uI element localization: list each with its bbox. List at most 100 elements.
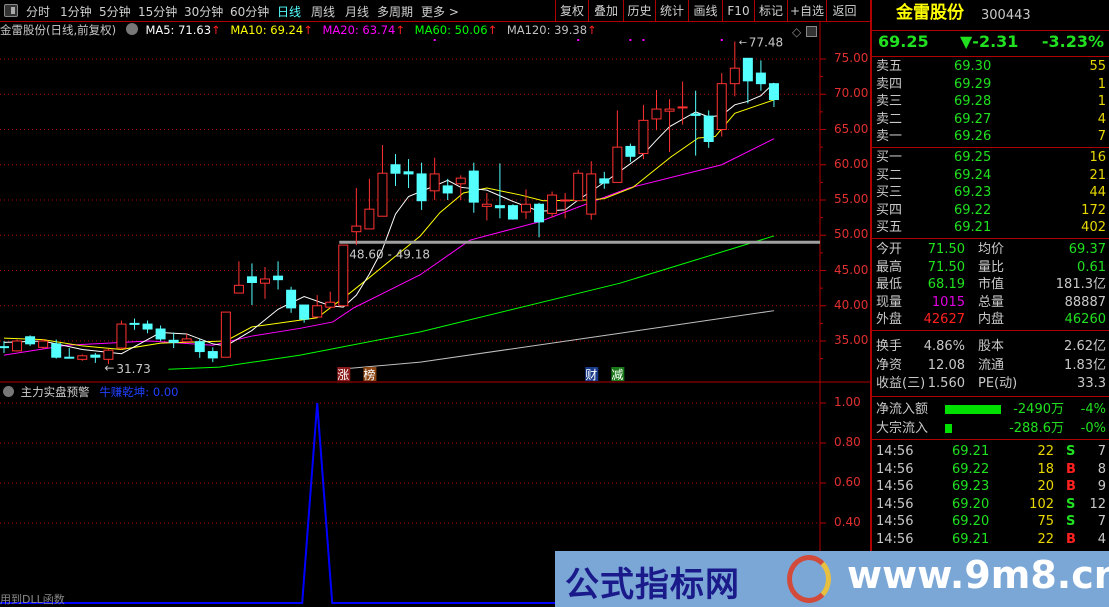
toolbar-button-8[interactable]: 返回 — [826, 0, 862, 22]
bid-row: 买三 69.23 44 — [876, 184, 1106, 202]
flow-value: -288.6万 — [1009, 421, 1064, 436]
period-tab[interactable]: 日线 — [277, 5, 302, 19]
period-tab[interactable]: 周线 — [311, 5, 336, 19]
level-volume: 55 — [1089, 59, 1106, 74]
level-price: 69.25 — [954, 150, 992, 165]
candle-body — [403, 171, 414, 175]
level-label: 买五 — [876, 220, 903, 236]
tick-volume: 75 — [1037, 514, 1054, 530]
candle — [51, 339, 62, 359]
dropdown-icon[interactable] — [125, 23, 138, 35]
candle — [207, 347, 218, 363]
stat-value: 12.08 — [927, 357, 965, 373]
stat-label: 均价 — [978, 242, 1005, 257]
candle — [612, 110, 623, 183]
period-tab[interactable]: 30分钟 — [184, 5, 224, 19]
stat-label: 市值 — [978, 277, 1005, 293]
toolbar-button-4[interactable]: 画线 — [688, 0, 722, 22]
candle-body — [521, 203, 531, 213]
candle-body — [129, 322, 140, 325]
period-tab[interactable]: 60分钟 — [230, 5, 270, 19]
candle — [260, 266, 270, 299]
period-tab[interactable]: 多周期 — [377, 5, 414, 19]
candle — [142, 320, 153, 334]
candle — [703, 110, 714, 148]
tick-row: 14:56 69.20 75 S 7 — [876, 513, 1106, 531]
draw-mode-icon[interactable]: ◇ — [792, 25, 802, 39]
indicator-name: 主力实盘预警 — [20, 385, 90, 399]
tick-price: 69.20 — [952, 496, 990, 512]
panel-toggle-icon[interactable] — [806, 26, 817, 37]
kline-chart[interactable]: ← 77.48← 31.7348.60 - 49.18涨榜财减 — [0, 0, 870, 607]
stat-value: 1.83亿 — [1064, 357, 1106, 373]
high-price-label: 77.48 — [749, 36, 783, 50]
candle-body — [599, 178, 610, 184]
stock-name: 金雷股份 — [896, 3, 964, 23]
flow-pct: -0% — [1080, 421, 1106, 436]
tick-price: 69.21 — [952, 444, 990, 459]
period-tab[interactable]: 月线 — [345, 5, 370, 19]
candle — [521, 189, 531, 220]
toolbar-button-5[interactable]: F10 — [722, 0, 754, 22]
candle-body — [325, 301, 336, 308]
stat-value: 0.61 — [1077, 259, 1106, 275]
indicator-dropdown-icon[interactable] — [3, 386, 14, 397]
stat-label: PE(动) — [978, 376, 1018, 391]
candle — [664, 99, 675, 153]
ma120-value: MA120: 39.38↑ — [506, 23, 597, 37]
tick-side: S — [1066, 444, 1076, 459]
candle — [599, 171, 610, 189]
candle-body — [51, 343, 62, 358]
tick-time: 14:56 — [876, 479, 914, 495]
y-tick-label: 75.00 — [834, 51, 869, 65]
toolbar-button-2[interactable]: 历史 — [623, 0, 655, 22]
candle-body — [573, 172, 584, 202]
y-tick-label: 55.00 — [834, 192, 869, 206]
toolbar-button-1[interactable]: 叠加 — [588, 0, 623, 22]
tick-time: 14:56 — [876, 496, 914, 512]
ma10-value: MA10: 69.24↑ — [230, 23, 313, 37]
tick-count: 7 — [1097, 514, 1106, 530]
candle — [586, 161, 597, 220]
stat-value: 46260 — [1064, 312, 1106, 328]
bid-row: 买四 69.22 172 — [876, 202, 1106, 220]
tick-side: S — [1066, 496, 1076, 512]
candle-body — [429, 173, 440, 192]
candle — [325, 291, 336, 309]
candle-body — [12, 340, 23, 352]
stat-value: 1.560 — [927, 376, 965, 391]
level-volume: 4 — [1097, 111, 1106, 127]
toolbar-button-7[interactable]: +自选 — [787, 0, 826, 22]
toolbar-button-3[interactable]: 统计 — [655, 0, 688, 22]
stat-value: 33.3 — [1077, 376, 1106, 391]
candle — [220, 311, 231, 358]
level-price: 69.26 — [954, 129, 992, 145]
toolbar-button-6[interactable]: 标记 — [754, 0, 787, 22]
candle — [273, 261, 284, 290]
period-tab[interactable]: 15分钟 — [138, 5, 178, 19]
toolbar-button-0[interactable]: 复权 — [555, 0, 588, 22]
candle-body — [755, 72, 766, 85]
period-tab[interactable]: 5分钟 — [99, 5, 131, 19]
flow-bar — [945, 405, 1001, 414]
candle-body — [677, 106, 688, 109]
candle — [25, 335, 36, 346]
tick-price: 69.20 — [952, 514, 990, 530]
level-label: 买一 — [876, 150, 903, 165]
candle — [547, 191, 558, 218]
indicator-tick-label: 0.40 — [834, 515, 861, 529]
candle — [181, 333, 192, 343]
tick-price: 69.21 — [952, 532, 990, 547]
level-label: 卖一 — [876, 129, 903, 145]
y-tick-label: 70.00 — [834, 86, 869, 101]
period-tab[interactable]: 分时 — [26, 5, 51, 19]
candle-body — [390, 164, 401, 174]
level-label: 卖五 — [876, 59, 903, 74]
period-tab[interactable]: 更多 > — [421, 5, 459, 19]
tick-side: B — [1066, 532, 1076, 547]
ask-row: 卖一 69.26 7 — [876, 128, 1106, 146]
candle — [638, 104, 649, 160]
layout-toggle-icon[interactable] — [4, 4, 18, 17]
candle-body — [742, 57, 753, 82]
period-tab[interactable]: 1分钟 — [60, 5, 92, 19]
